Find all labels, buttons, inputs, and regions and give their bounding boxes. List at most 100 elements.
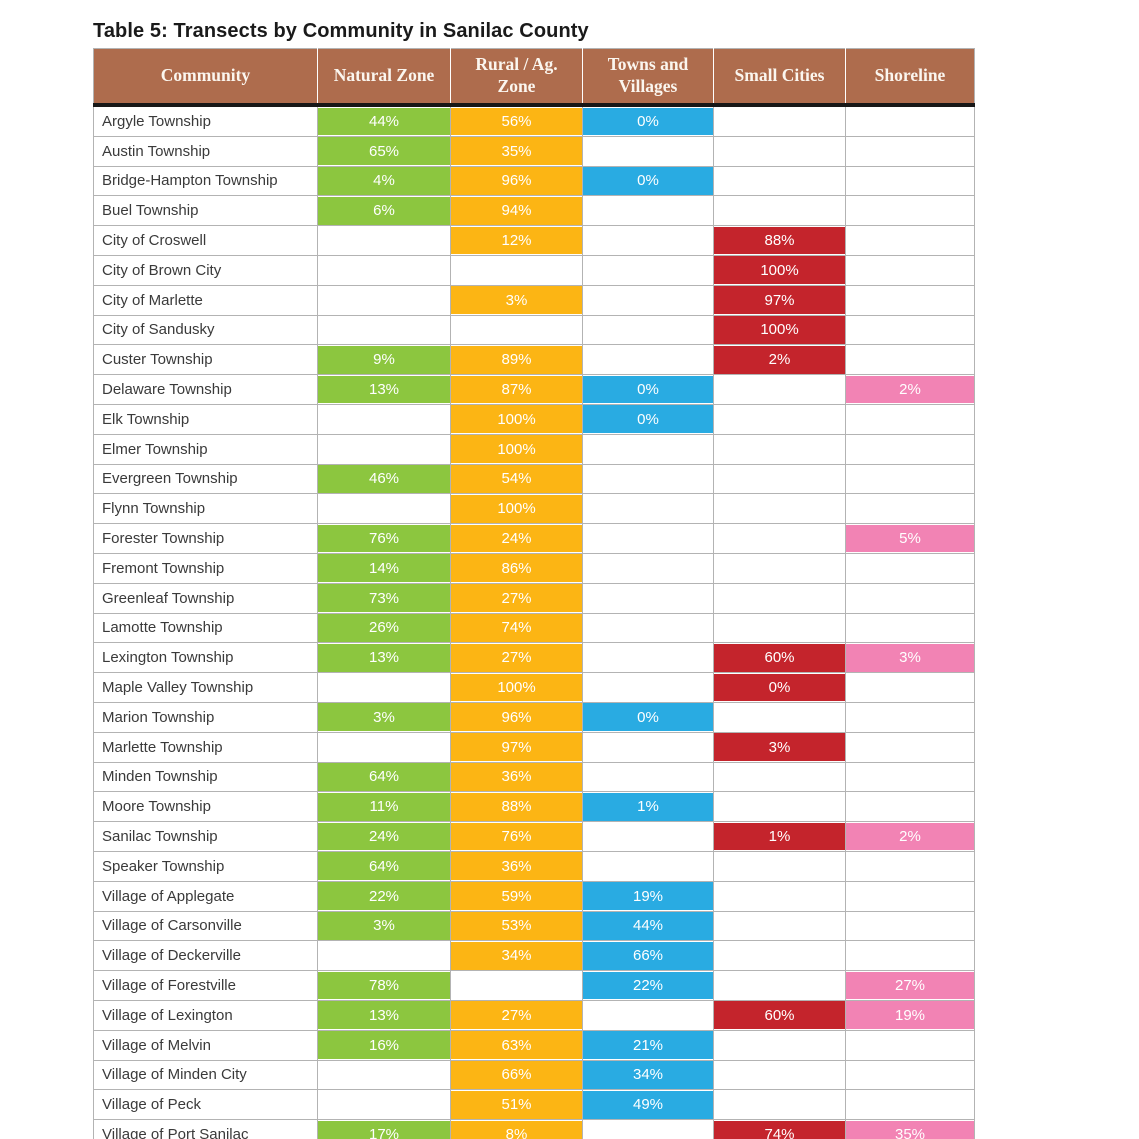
natural-cell: 6%	[317, 195, 451, 227]
natural-cell	[317, 284, 451, 316]
towns-cell: 0%	[582, 374, 714, 405]
rural-cell: 27%	[450, 582, 583, 614]
table-row: Village of Minden City 66% 34%	[93, 1059, 975, 1091]
towns-cell	[582, 493, 714, 525]
community-name: Moore Township	[93, 791, 318, 823]
community-name: Village of Peck	[93, 1089, 318, 1121]
table-row: Speaker Township 64% 36%	[93, 850, 975, 882]
table-header: Community Natural Zone Rural / Ag. Zone …	[93, 48, 975, 105]
small-cities-cell: 100%	[713, 314, 846, 346]
community-name: City of Brown City	[93, 254, 318, 286]
shoreline-cell	[845, 314, 975, 346]
natural-cell	[317, 254, 451, 286]
rural-cell	[450, 254, 583, 286]
shoreline-cell	[845, 344, 975, 376]
towns-cell	[582, 1119, 714, 1139]
towns-cell: 0%	[582, 104, 714, 137]
small-cities-cell	[713, 523, 846, 554]
table-row: Fremont Township 14% 86%	[93, 552, 975, 584]
rural-cell: 66%	[450, 1059, 583, 1091]
shoreline-cell	[845, 850, 975, 882]
community-name: Delaware Township	[93, 374, 318, 405]
small-cities-cell	[713, 761, 846, 793]
table-row: Moore Township 11% 88% 1%	[93, 791, 975, 823]
towns-cell: 34%	[582, 1059, 714, 1091]
shoreline-cell	[845, 612, 975, 644]
community-name: Elmer Township	[93, 433, 318, 465]
community-name: Village of Deckerville	[93, 940, 318, 972]
table-row: Flynn Township 100%	[93, 493, 975, 525]
natural-cell	[317, 731, 451, 763]
rural-cell: 24%	[450, 523, 583, 554]
table-row: Village of Forestville 78% 22% 27%	[93, 970, 975, 1001]
towns-cell	[582, 672, 714, 703]
towns-cell	[582, 284, 714, 316]
small-cities-cell	[713, 791, 846, 823]
rural-cell: 96%	[450, 701, 583, 733]
rural-cell: 100%	[450, 493, 583, 525]
community-name: Elk Township	[93, 403, 318, 435]
table-row: Delaware Township 13% 87% 0% 2%	[93, 374, 975, 405]
towns-cell	[582, 135, 714, 167]
towns-cell	[582, 821, 714, 852]
community-name: Austin Township	[93, 135, 318, 167]
towns-cell: 49%	[582, 1089, 714, 1121]
transects-table: Community Natural Zone Rural / Ag. Zone …	[93, 48, 975, 1139]
rural-cell: 51%	[450, 1089, 583, 1121]
table-row: Custer Township 9% 89% 2%	[93, 344, 975, 376]
community-name: Forester Township	[93, 523, 318, 554]
shoreline-cell	[845, 284, 975, 316]
natural-cell: 73%	[317, 582, 451, 614]
towns-cell	[582, 523, 714, 554]
rural-cell: 76%	[450, 821, 583, 852]
shoreline-cell: 35%	[845, 1119, 975, 1139]
rural-cell: 74%	[450, 612, 583, 644]
rural-cell: 88%	[450, 791, 583, 823]
community-name: Lexington Township	[93, 642, 318, 674]
community-name: Fremont Township	[93, 552, 318, 584]
natural-cell: 65%	[317, 135, 451, 167]
community-name: Village of Applegate	[93, 880, 318, 912]
small-cities-cell: 0%	[713, 672, 846, 703]
towns-cell	[582, 314, 714, 346]
natural-cell: 26%	[317, 612, 451, 644]
rural-cell: 27%	[450, 642, 583, 674]
table-row: Marion Township 3% 96% 0%	[93, 701, 975, 733]
rural-cell: 35%	[450, 135, 583, 167]
towns-cell: 21%	[582, 1029, 714, 1061]
natural-cell: 17%	[317, 1119, 451, 1139]
towns-cell: 19%	[582, 880, 714, 912]
towns-cell	[582, 731, 714, 763]
small-cities-cell	[713, 195, 846, 227]
small-cities-cell	[713, 433, 846, 465]
small-cities-cell	[713, 403, 846, 435]
community-name: Sanilac Township	[93, 821, 318, 852]
shoreline-cell	[845, 791, 975, 823]
small-cities-cell	[713, 1059, 846, 1091]
shoreline-cell	[845, 433, 975, 465]
community-name: Marlette Township	[93, 731, 318, 763]
natural-cell	[317, 493, 451, 525]
shoreline-cell	[845, 225, 975, 256]
towns-cell: 0%	[582, 701, 714, 733]
shoreline-cell	[845, 104, 975, 137]
table-row: Forester Township 76% 24% 5%	[93, 523, 975, 554]
table-row: Village of Applegate 22% 59% 19%	[93, 880, 975, 912]
rural-cell	[450, 970, 583, 1001]
towns-cell	[582, 552, 714, 584]
natural-cell: 13%	[317, 374, 451, 405]
shoreline-cell	[845, 493, 975, 525]
small-cities-cell: 88%	[713, 225, 846, 256]
shoreline-cell: 27%	[845, 970, 975, 1001]
shoreline-cell	[845, 165, 975, 197]
table-row: Minden Township 64% 36%	[93, 761, 975, 793]
rural-cell: 3%	[450, 284, 583, 316]
towns-cell	[582, 642, 714, 674]
small-cities-cell	[713, 1029, 846, 1061]
natural-cell: 3%	[317, 910, 451, 942]
community-name: Buel Township	[93, 195, 318, 227]
shoreline-cell	[845, 761, 975, 793]
shoreline-cell	[845, 463, 975, 495]
natural-cell: 22%	[317, 880, 451, 912]
table-row: Maple Valley Township 100% 0%	[93, 672, 975, 703]
